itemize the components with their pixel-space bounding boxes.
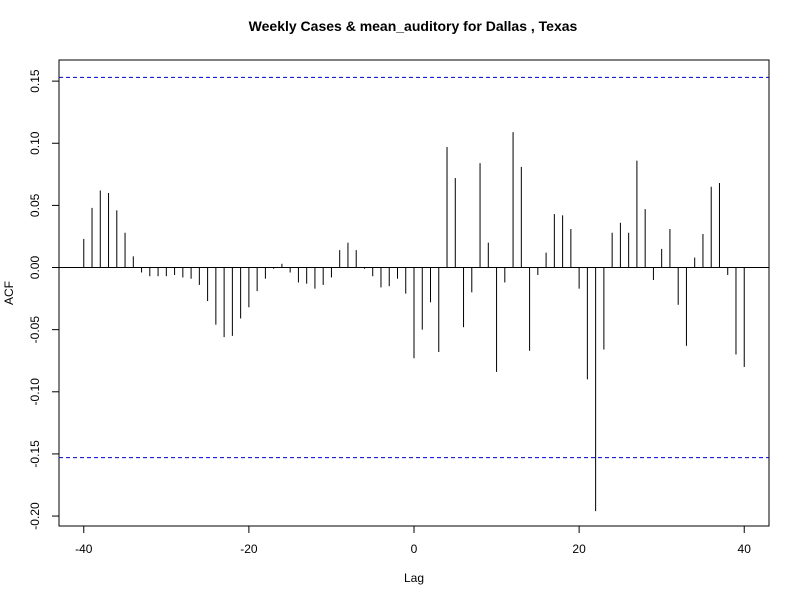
y-tick-label: -0.10 <box>28 378 42 406</box>
x-axis: -40 -20 0 20 40 <box>75 526 751 556</box>
x-tick-label: 0 <box>411 542 418 556</box>
y-tick-label: 0.05 <box>28 193 42 217</box>
x-tick-label: 40 <box>738 542 752 556</box>
acf-bars <box>83 132 745 512</box>
y-tick-label: 0.10 <box>28 131 42 155</box>
y-axis: -0.20 -0.15 -0.10 -0.05 0.00 0.05 0.10 0.15 <box>28 69 59 530</box>
y-tick-label: 0.15 <box>28 69 42 93</box>
x-axis-label: Lag <box>404 571 424 585</box>
y-tick-label: -0.20 <box>28 502 42 530</box>
x-tick-label: -40 <box>75 542 93 556</box>
y-axis-label: ACF <box>2 281 16 305</box>
y-tick-label: 0.00 <box>28 256 42 280</box>
x-tick-label: 20 <box>572 542 586 556</box>
chart-title: Weekly Cases & mean_auditory for Dallas … <box>249 18 578 34</box>
y-tick-label: -0.15 <box>28 440 42 468</box>
y-tick-label: -0.05 <box>28 316 42 344</box>
x-tick-label: -20 <box>240 542 258 556</box>
